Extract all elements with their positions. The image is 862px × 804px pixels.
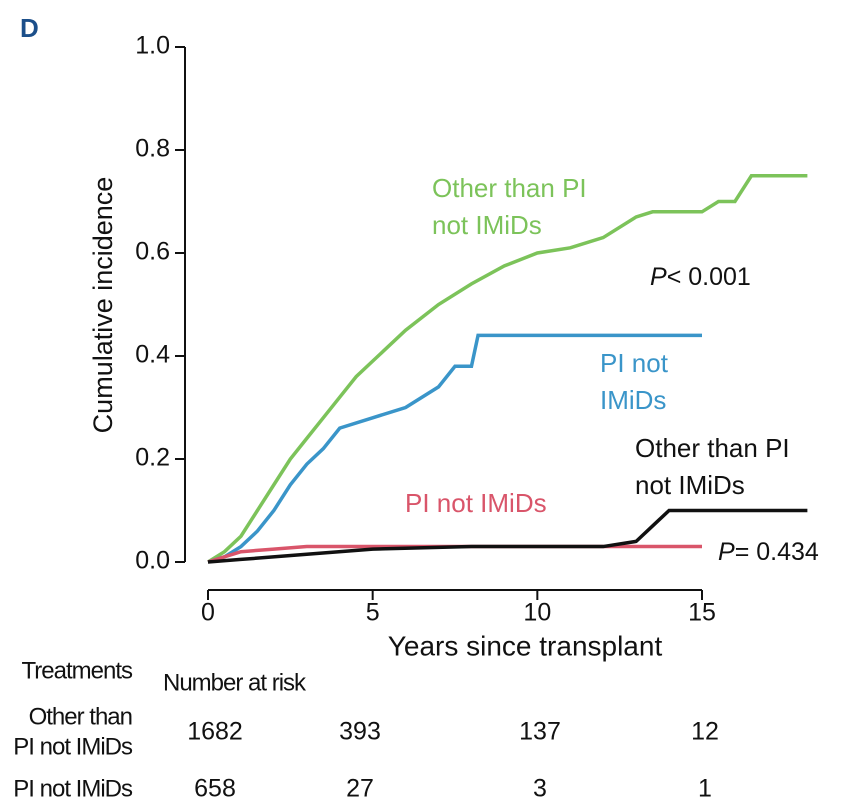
annotation: PI not IMiDs <box>405 488 547 518</box>
p-text: = 0.434 <box>735 538 819 566</box>
panel-label: D <box>20 13 39 43</box>
table-header: Treatments <box>22 657 133 684</box>
risk-value: 12 <box>691 718 719 746</box>
y-tick-label: 0.8 <box>135 135 170 163</box>
annotation: not IMiDs <box>432 210 542 240</box>
series-line <box>207 544 702 564</box>
p-text: < 0.001 <box>667 263 751 291</box>
p-value: P= 0.434 <box>718 538 819 566</box>
row-label: PI not IMiDs <box>13 733 133 760</box>
y-tick-label: 0.6 <box>135 238 170 266</box>
x-axis-label: Years since transplant <box>388 630 663 661</box>
annotation: Other than PI <box>432 173 587 203</box>
risk-value: 1682 <box>187 718 243 746</box>
p-symbol: P <box>650 263 667 291</box>
x-tick-label: 0 <box>201 599 215 627</box>
table-subheader: Number at risk <box>163 669 307 696</box>
row-label: Other than <box>29 703 132 730</box>
series-line <box>207 174 808 564</box>
annotation: PI not <box>600 348 669 378</box>
x-tick-label: 5 <box>366 599 380 627</box>
p-value: P< 0.001 <box>650 263 751 291</box>
x-tick-label: 15 <box>688 599 716 627</box>
row-label: PI not IMiDs <box>13 775 133 802</box>
risk-value: 393 <box>339 718 381 746</box>
y-tick-label: 1.0 <box>135 32 170 60</box>
y-tick-label: 0.2 <box>135 444 170 472</box>
annotation: IMiDs <box>600 385 666 415</box>
annotation: not IMiDs <box>635 470 745 500</box>
series-line <box>207 508 808 564</box>
risk-value: 27 <box>346 775 374 803</box>
risk-value: 1 <box>698 775 712 803</box>
p-symbol: P <box>718 538 735 566</box>
y-tick-label: 0.0 <box>135 547 170 575</box>
series-line <box>207 333 702 564</box>
risk-value: 137 <box>519 718 561 746</box>
y-tick-label: 0.4 <box>135 341 170 369</box>
risk-value: 658 <box>194 775 236 803</box>
x-tick-label: 10 <box>523 599 551 627</box>
y-axis-label: Cumulative incidence <box>88 177 118 434</box>
annotation: Other than PI <box>635 433 790 463</box>
risk-value: 3 <box>533 775 547 803</box>
